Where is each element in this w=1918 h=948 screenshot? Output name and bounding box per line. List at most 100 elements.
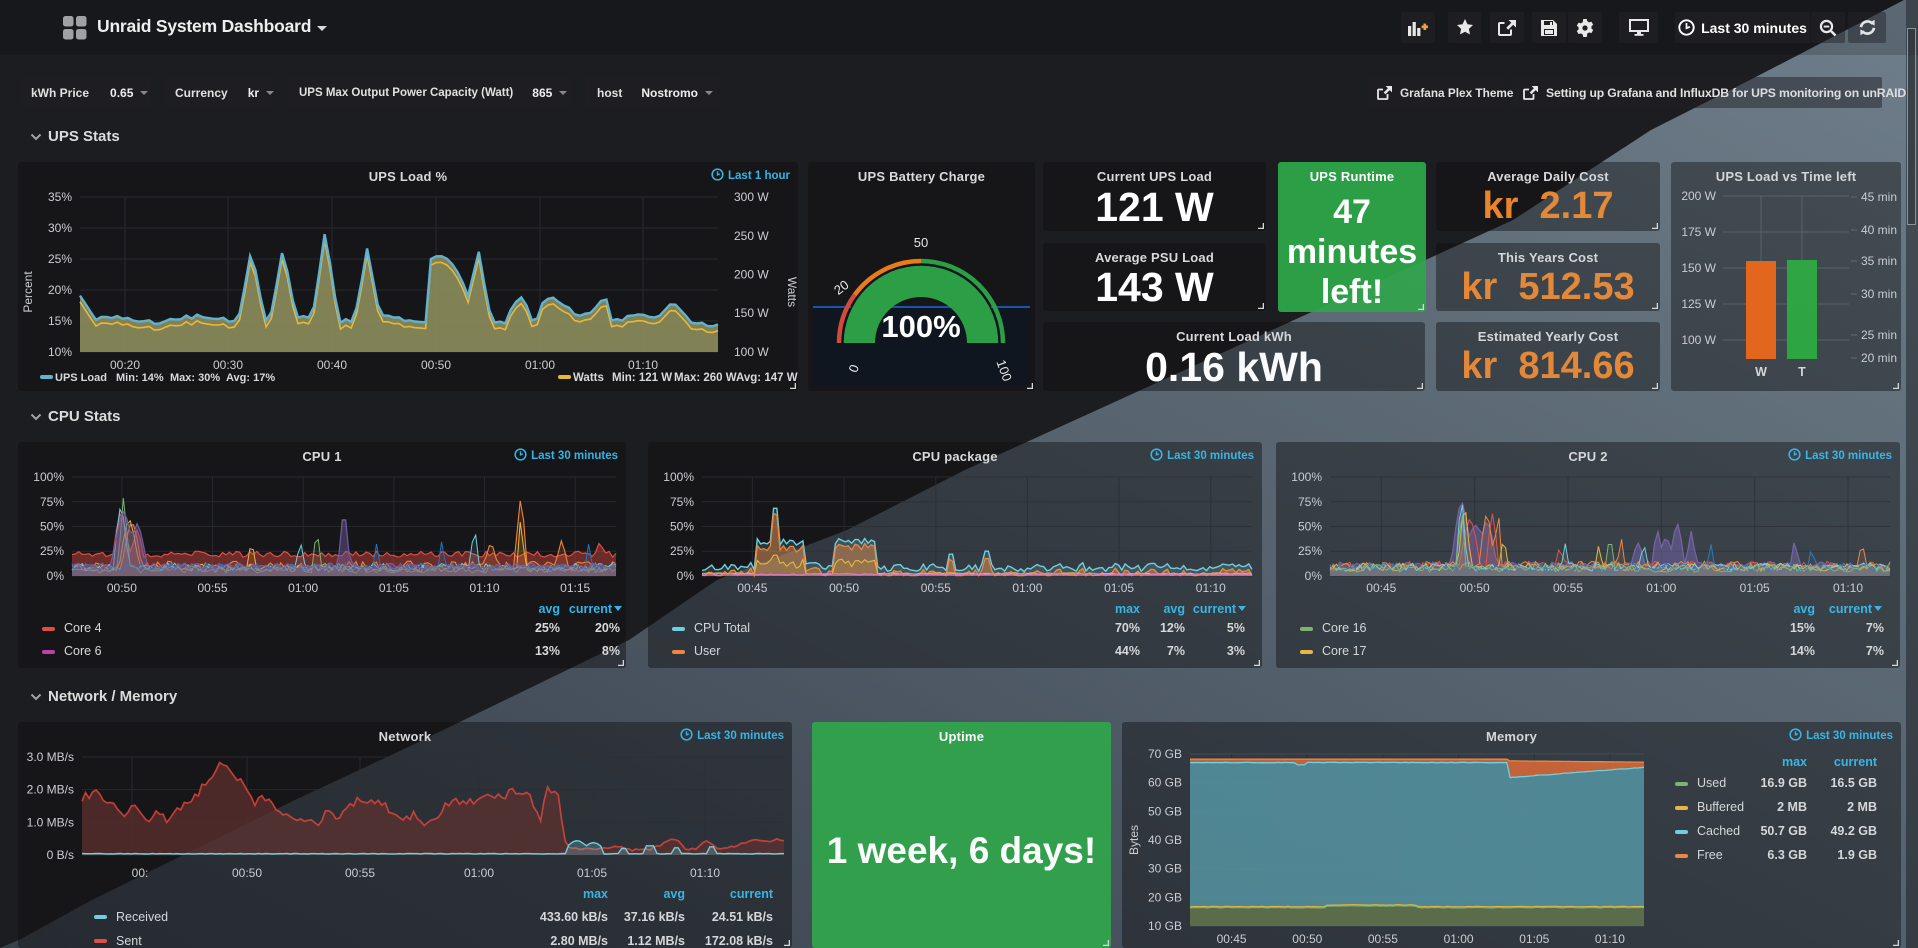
svg-text:25 min: 25 min — [1861, 328, 1897, 342]
svg-text:00:50: 00:50 — [107, 581, 137, 595]
svg-text:avg: avg — [538, 602, 560, 616]
svg-text:49.2 GB: 49.2 GB — [1830, 824, 1877, 838]
svg-text:20 GB: 20 GB — [1148, 890, 1182, 904]
svg-text:300 W: 300 W — [734, 190, 769, 204]
svg-text:00:55: 00:55 — [1368, 932, 1398, 946]
svg-text:00:30: 00:30 — [213, 358, 243, 372]
svg-text:Avg: 17%: Avg: 17% — [226, 372, 275, 384]
svg-text:20%: 20% — [595, 621, 620, 635]
svg-text:W: W — [1755, 365, 1767, 379]
svg-text:00:20: 00:20 — [110, 358, 140, 372]
svg-text:100 W: 100 W — [1681, 333, 1716, 347]
svg-text:01:10: 01:10 — [1196, 581, 1226, 595]
svg-text:7%: 7% — [1866, 644, 1884, 658]
svg-text:100%: 100% — [881, 309, 960, 344]
svg-text:50 GB: 50 GB — [1148, 804, 1182, 818]
svg-text:Free: Free — [1697, 848, 1723, 862]
svg-text:25%: 25% — [1298, 544, 1322, 558]
svg-text:2 MB: 2 MB — [1847, 800, 1877, 814]
svg-text:50.7 GB: 50.7 GB — [1760, 824, 1807, 838]
svg-text:UPS Load: UPS Load — [55, 372, 107, 384]
svg-text:50%: 50% — [1298, 520, 1322, 534]
svg-text:10%: 10% — [48, 345, 72, 359]
svg-text:20%: 20% — [48, 283, 72, 297]
svg-text:Buffered: Buffered — [1697, 800, 1744, 814]
svg-text:01:00: 01:00 — [1646, 581, 1676, 595]
svg-text:current: current — [1193, 602, 1237, 616]
svg-text:2.0 MB/s: 2.0 MB/s — [27, 783, 74, 797]
svg-text:7%: 7% — [1866, 621, 1884, 635]
svg-text:Core 16: Core 16 — [1322, 621, 1367, 635]
svg-text:70 GB: 70 GB — [1148, 747, 1182, 761]
svg-text:Min: 14%: Min: 14% — [116, 372, 164, 384]
svg-text:14%: 14% — [1790, 644, 1815, 658]
svg-text:100: 100 — [993, 358, 1015, 384]
svg-text:Core 17: Core 17 — [1322, 644, 1367, 658]
svg-text:0%: 0% — [1305, 569, 1323, 583]
svg-text:Core 4: Core 4 — [64, 621, 102, 635]
svg-text:01:00: 01:00 — [525, 358, 555, 372]
svg-text:avg: avg — [1793, 602, 1815, 616]
svg-text:6.3 GB: 6.3 GB — [1767, 848, 1807, 862]
svg-text:1.12 MB/s: 1.12 MB/s — [627, 934, 685, 948]
svg-text:01:05: 01:05 — [379, 581, 409, 595]
svg-text:20: 20 — [831, 277, 852, 298]
svg-text:00:55: 00:55 — [197, 581, 227, 595]
svg-text:01:15: 01:15 — [560, 581, 590, 595]
svg-text:15%: 15% — [1790, 621, 1815, 635]
svg-text:20 min: 20 min — [1861, 351, 1897, 365]
svg-text:35 min: 35 min — [1861, 254, 1897, 268]
svg-text:16.9 GB: 16.9 GB — [1760, 776, 1807, 790]
svg-text:40 GB: 40 GB — [1148, 833, 1182, 847]
svg-text:01:05: 01:05 — [1104, 581, 1134, 595]
svg-text:0: 0 — [845, 362, 862, 374]
svg-text:125 W: 125 W — [1681, 297, 1716, 311]
svg-text:CPU Total: CPU Total — [694, 621, 750, 635]
svg-text:01:10: 01:10 — [1595, 932, 1625, 946]
svg-text:150 W: 150 W — [734, 306, 769, 320]
svg-text:50%: 50% — [40, 520, 64, 534]
svg-text:100%: 100% — [1291, 470, 1322, 484]
svg-text:Received: Received — [116, 910, 168, 924]
svg-text:30 GB: 30 GB — [1148, 862, 1182, 876]
svg-text:01:10: 01:10 — [690, 866, 720, 880]
svg-text:250 W: 250 W — [734, 229, 769, 243]
svg-text:01:05: 01:05 — [1519, 932, 1549, 946]
svg-text:200 W: 200 W — [1681, 189, 1716, 203]
svg-text:max: max — [583, 887, 608, 901]
svg-text:25%: 25% — [48, 252, 72, 266]
svg-text:37.16 kB/s: 37.16 kB/s — [624, 910, 685, 924]
svg-text:7%: 7% — [1167, 644, 1185, 658]
svg-text:01:05: 01:05 — [1740, 581, 1770, 595]
svg-text:01:05: 01:05 — [577, 866, 607, 880]
svg-text:0%: 0% — [677, 569, 695, 583]
svg-text:current: current — [730, 887, 774, 901]
svg-text:current: current — [1829, 602, 1873, 616]
svg-text:1.0 MB/s: 1.0 MB/s — [27, 815, 74, 829]
svg-text:Bytes: Bytes — [1127, 825, 1141, 855]
svg-text:Percent: Percent — [21, 271, 35, 313]
svg-text:avg: avg — [1163, 602, 1185, 616]
svg-text:172.08 kB/s: 172.08 kB/s — [705, 934, 773, 948]
svg-text:15%: 15% — [48, 314, 72, 328]
svg-text:00:50: 00:50 — [232, 866, 262, 880]
svg-text:max: max — [1782, 755, 1807, 769]
svg-text:150 W: 150 W — [1681, 261, 1716, 275]
svg-text:25%: 25% — [40, 544, 64, 558]
svg-text:35%: 35% — [48, 190, 72, 204]
svg-text:00:55: 00:55 — [921, 581, 951, 595]
svg-text:Watts: Watts — [785, 277, 798, 307]
svg-text:50: 50 — [914, 235, 928, 250]
svg-text:44%: 44% — [1115, 644, 1140, 658]
svg-text:Core 6: Core 6 — [64, 644, 102, 658]
svg-text:24.51 kB/s: 24.51 kB/s — [712, 910, 773, 924]
svg-text:current: current — [569, 602, 613, 616]
svg-text:00:50: 00:50 — [1292, 932, 1322, 946]
svg-text:45 min: 45 min — [1861, 190, 1897, 204]
svg-text:100%: 100% — [33, 470, 64, 484]
svg-text:100%: 100% — [663, 470, 694, 484]
svg-text:100 W: 100 W — [734, 345, 769, 359]
svg-text:8%: 8% — [602, 644, 620, 658]
svg-text:Watts: Watts — [573, 372, 604, 384]
svg-text:12%: 12% — [1160, 621, 1185, 635]
